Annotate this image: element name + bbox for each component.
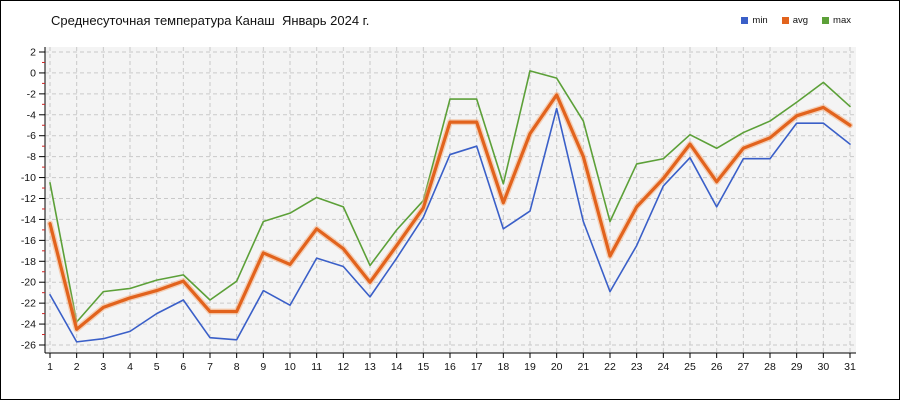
y-tick-label: -8 xyxy=(27,151,36,163)
legend-item-min: min xyxy=(741,15,768,26)
x-tick-label: 24 xyxy=(657,361,669,373)
x-tick-label: 7 xyxy=(207,361,213,373)
y-tick-label: -12 xyxy=(21,193,36,205)
x-tick-label: 3 xyxy=(100,361,106,373)
x-tick-label: 29 xyxy=(791,361,803,373)
legend-label: min xyxy=(752,15,768,26)
y-tick-label: -10 xyxy=(21,172,36,184)
series-line-max xyxy=(49,70,851,323)
legend-label: max xyxy=(833,15,851,26)
x-tick-label: 28 xyxy=(764,361,776,373)
legend-item-avg: avg xyxy=(781,15,809,26)
x-tick-label: 19 xyxy=(524,361,536,373)
y-tick-label: 2 xyxy=(30,47,36,59)
y-tick-label: -6 xyxy=(27,130,36,142)
y-tick-label: -22 xyxy=(21,298,36,310)
x-tick-label: 5 xyxy=(154,361,160,373)
x-tick-label: 11 xyxy=(311,361,322,373)
y-tick-label: -18 xyxy=(21,256,36,268)
x-tick-label: 4 xyxy=(127,361,133,373)
y-tick-label: -20 xyxy=(21,277,36,289)
legend-swatch-avg xyxy=(781,17,789,24)
x-tick-label: 1 xyxy=(47,361,53,373)
x-tick-label: 14 xyxy=(391,361,403,373)
x-tick-label: 13 xyxy=(364,361,376,373)
x-tick-label: 17 xyxy=(471,361,483,373)
x-tick-label: 2 xyxy=(74,361,80,373)
x-tick-label: 31 xyxy=(844,361,856,373)
y-tick-label: 0 xyxy=(30,67,36,79)
x-tick-label: 18 xyxy=(497,361,509,373)
x-tick-label: 9 xyxy=(260,361,266,373)
y-tick-label: -2 xyxy=(27,88,36,100)
legend-label: avg xyxy=(792,15,809,26)
legend-swatch-min xyxy=(741,17,749,24)
x-tick-label: 6 xyxy=(180,361,186,373)
x-tick-label: 26 xyxy=(711,361,723,373)
series-line-min xyxy=(49,107,851,343)
chart-legend: min avg max xyxy=(741,15,851,26)
x-tick-label: 20 xyxy=(551,361,563,373)
x-tick-label: 22 xyxy=(604,361,616,373)
y-tick-label: -26 xyxy=(21,340,36,352)
legend-item-max: max xyxy=(822,15,851,26)
x-tick-label: 10 xyxy=(284,361,296,373)
x-tick-label: 21 xyxy=(577,361,589,373)
y-tick-label: -24 xyxy=(21,319,36,331)
y-tick-label: -14 xyxy=(21,214,36,226)
x-tick-label: 30 xyxy=(817,361,829,373)
x-tick-label: 27 xyxy=(737,361,749,373)
x-tick-label: 8 xyxy=(234,361,240,373)
series-line-avg xyxy=(48,93,852,331)
x-tick-label: 25 xyxy=(684,361,696,373)
chart-title: Среднесуточная температура Канаш Январь … xyxy=(51,13,370,28)
x-tick-label: 23 xyxy=(631,361,643,373)
y-tick-label: -16 xyxy=(21,235,36,247)
y-tick-label: -4 xyxy=(27,109,36,121)
legend-swatch-max xyxy=(822,17,830,24)
x-tick-label: 12 xyxy=(337,361,349,373)
x-tick-label: 15 xyxy=(417,361,429,373)
x-tick-label: 16 xyxy=(444,361,456,373)
